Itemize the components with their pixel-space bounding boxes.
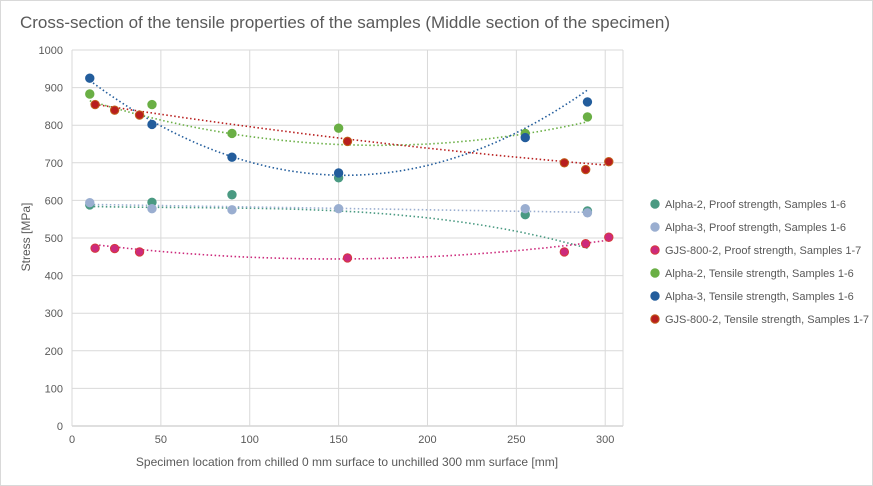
data-point-series-2 — [342, 253, 353, 263]
legend-label: Alpha-2, Tensile strength, Samples 1-6 — [665, 268, 854, 280]
chart-title: Cross-section of the tensile properties … — [20, 13, 670, 32]
y-tick-label: 600 — [45, 195, 63, 207]
data-point-series-3 — [227, 128, 237, 139]
data-point-series-0 — [227, 190, 237, 200]
data-point-series-1 — [85, 197, 95, 208]
data-point-series-2 — [90, 243, 100, 253]
data-point-series-1 — [520, 203, 530, 214]
data-point-series-4 — [85, 73, 95, 83]
data-point-series-1 — [227, 205, 237, 215]
y-axis-ticks: 0 100 200 300 400 500 600 700 800 900 1000 — [39, 45, 63, 433]
data-points — [85, 73, 614, 263]
data-point-series-2 — [604, 232, 614, 242]
data-point-series-1 — [333, 203, 344, 214]
data-point-series-1 — [582, 208, 593, 218]
data-point-series-3 — [582, 112, 593, 122]
data-point-series-1 — [147, 203, 157, 214]
data-point-series-2 — [134, 247, 145, 257]
data-point-series-5 — [109, 105, 120, 115]
x-tick-label: 50 — [155, 434, 167, 446]
y-tick-label: 800 — [45, 120, 63, 132]
data-point-series-5 — [90, 99, 100, 110]
legend-marker — [650, 291, 660, 301]
data-point-series-4 — [147, 119, 157, 130]
x-tick-label: 300 — [596, 434, 614, 446]
data-point-series-4 — [333, 168, 344, 178]
data-point-series-5 — [604, 156, 614, 167]
y-tick-label: 500 — [45, 233, 63, 245]
y-tick-label: 1000 — [39, 45, 63, 57]
x-tick-label: 150 — [329, 434, 347, 446]
legend: Alpha-2, Proof strength, Samples 1-6 Alph… — [650, 199, 869, 326]
trendline-series-3 — [89, 100, 588, 147]
data-point-series-2 — [109, 243, 120, 254]
x-tick-label: 100 — [241, 434, 259, 446]
legend-marker — [650, 222, 660, 232]
data-point-series-3 — [85, 89, 95, 99]
y-tick-label: 900 — [45, 83, 63, 95]
x-tick-label: 250 — [507, 434, 525, 446]
y-tick-label: 700 — [45, 158, 63, 170]
data-point-series-5 — [134, 110, 145, 120]
trendline-series-2 — [95, 239, 609, 260]
x-tick-label: 200 — [418, 434, 436, 446]
legend-label: Alpha-3, Tensile strength, Samples 1-6 — [665, 291, 854, 303]
y-tick-label: 300 — [45, 308, 63, 320]
data-point-series-3 — [147, 99, 157, 110]
data-point-series-5 — [342, 136, 353, 147]
legend-marker — [650, 268, 660, 278]
y-tick-label: 200 — [45, 346, 63, 358]
x-axis-title: Specimen location from chilled 0 mm surf… — [136, 455, 558, 469]
legend-label: GJS-800-2, Tensile strength, Samples 1-7 — [665, 314, 869, 326]
x-axis-ticks: 0 50 100 150 200 250 300 — [69, 434, 614, 446]
gridlines — [71, 49, 624, 427]
data-point-series-3 — [333, 123, 344, 133]
y-tick-label: 100 — [45, 383, 63, 395]
legend-marker — [650, 199, 660, 209]
legend-label: GJS-800-2, Proof strength, Samples 1-7 — [665, 245, 861, 257]
trendlines — [89, 79, 609, 260]
data-point-series-4 — [227, 152, 237, 162]
trendline-series-5 — [94, 103, 609, 167]
data-point-series-5 — [559, 158, 570, 168]
y-tick-label: 400 — [45, 271, 63, 283]
data-point-series-4 — [582, 97, 593, 107]
legend-marker — [650, 245, 660, 255]
data-point-series-2 — [580, 238, 591, 249]
legend-marker — [650, 314, 660, 324]
legend-label: Alpha-3, Proof strength, Samples 1-6 — [665, 222, 846, 234]
legend-label: Alpha-2, Proof strength, Samples 1-6 — [665, 199, 846, 211]
y-axis-title: Stress [MPa] — [19, 203, 33, 272]
data-point-series-5 — [580, 164, 591, 175]
data-point-series-4 — [520, 132, 530, 143]
data-point-series-2 — [559, 247, 570, 257]
x-tick-label: 0 — [69, 434, 75, 446]
y-tick-label: 0 — [57, 421, 63, 433]
